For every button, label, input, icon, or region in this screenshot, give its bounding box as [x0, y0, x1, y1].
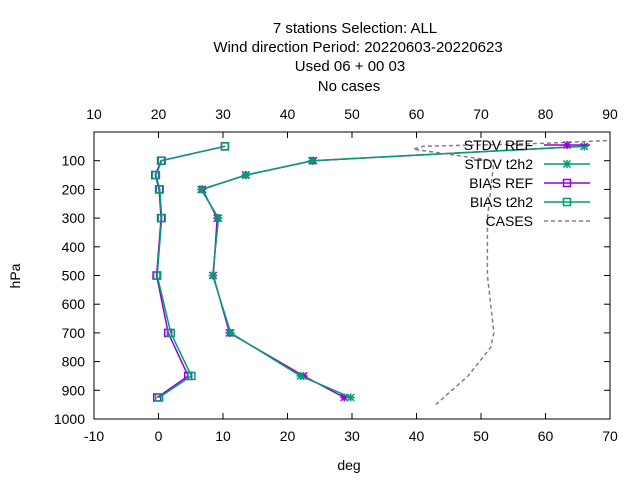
x2-tick-label: 50 [344, 106, 360, 122]
legend-item: CASES [486, 213, 590, 229]
data-point [346, 393, 355, 402]
x2-tick-label: 70 [473, 106, 489, 122]
legend-label: STDV REF [464, 137, 533, 153]
y-tick-label: 300 [62, 210, 86, 226]
x-axis-label: deg [337, 457, 360, 473]
chart-title-line-4: No cases [318, 78, 381, 95]
x-tick-label: 60 [538, 428, 554, 444]
legend-label: BIAS t2h2 [470, 194, 533, 210]
legend-marker [562, 197, 572, 207]
series-bias-t2h2 [151, 142, 230, 402]
series-line [154, 145, 226, 399]
x-tick-label: 40 [409, 428, 425, 444]
y-tick-label: 800 [62, 354, 86, 370]
x2-tick-label: 10 [86, 106, 102, 122]
y-tick-label: 200 [62, 181, 86, 197]
legend-marker [562, 140, 572, 150]
legend-item: BIAS REF [469, 175, 590, 191]
chart-title-line-1: 7 stations Selection: ALL [273, 20, 437, 37]
data-point [157, 213, 166, 223]
data-point [157, 156, 166, 165]
data-point [152, 271, 162, 280]
chart-title-line-2: Wind direction Period: 20220603-20220623 [213, 39, 502, 56]
y-tick-label: 100 [62, 153, 86, 169]
legend-marker [562, 159, 572, 169]
ticks-layer: -10 0 10 20 30 40 50 60 70 10 20 30 40 50 60 70 80 90 100 2… [54, 106, 618, 444]
x-tick-label: 30 [344, 428, 360, 444]
data-point [166, 328, 176, 338]
data-point [296, 371, 305, 380]
data-point [307, 156, 317, 165]
legend-label: STDV t2h2 [465, 156, 534, 172]
x2-tick-label: 40 [280, 106, 296, 122]
legend-marker [562, 178, 572, 188]
data-point [187, 371, 196, 381]
x2-tick-label: 90 [602, 106, 618, 122]
series-cases [413, 139, 607, 406]
y-axis-label: hPa [7, 263, 23, 288]
data-point [151, 170, 161, 180]
x-tick-label: 50 [473, 428, 489, 444]
legend-item: STDV t2h2 [465, 156, 590, 172]
x2-tick-label: 20 [151, 106, 167, 122]
legend: STDV REF STDV t2h2 BIAS REF BIAS t2h2 CASES [464, 137, 590, 229]
x2-tick-label: 60 [409, 106, 425, 122]
y-tick-label: 600 [62, 296, 86, 312]
y-tick-label: 400 [62, 239, 86, 255]
series-line [155, 145, 226, 399]
data-point [155, 185, 165, 194]
y-tick-label: 700 [62, 325, 86, 341]
legend-label: CASES [486, 213, 533, 229]
x2-tick-label: 30 [215, 106, 231, 122]
data-point [214, 214, 223, 223]
legend-item: BIAS t2h2 [470, 194, 590, 210]
series-stdv-t2h2 [197, 142, 589, 402]
data-point [208, 271, 217, 280]
data-point [197, 185, 206, 194]
x2-tick-label: 80 [538, 106, 554, 122]
x-tick-label: 20 [280, 428, 296, 444]
legend-item: STDV REF [464, 137, 590, 153]
data-point [220, 142, 230, 151]
chart-title-line-3: Used 06 + 00 03 [295, 58, 406, 75]
x-tick-label: 0 [155, 428, 163, 444]
data-point [242, 171, 251, 180]
series-line [413, 139, 607, 406]
y-tick-label: 500 [62, 268, 86, 284]
data-point [154, 393, 164, 402]
y-tick-label: 1000 [54, 411, 85, 427]
x-tick-label: -10 [84, 428, 104, 444]
x-tick-label: 70 [602, 428, 618, 444]
series-layer [151, 139, 607, 406]
data-point [226, 328, 235, 337]
legend-label: BIAS REF [469, 175, 533, 191]
data-point [580, 142, 589, 151]
series-bias-ref [151, 142, 230, 402]
y-tick-label: 900 [62, 382, 86, 398]
x-tick-label: 10 [215, 428, 231, 444]
